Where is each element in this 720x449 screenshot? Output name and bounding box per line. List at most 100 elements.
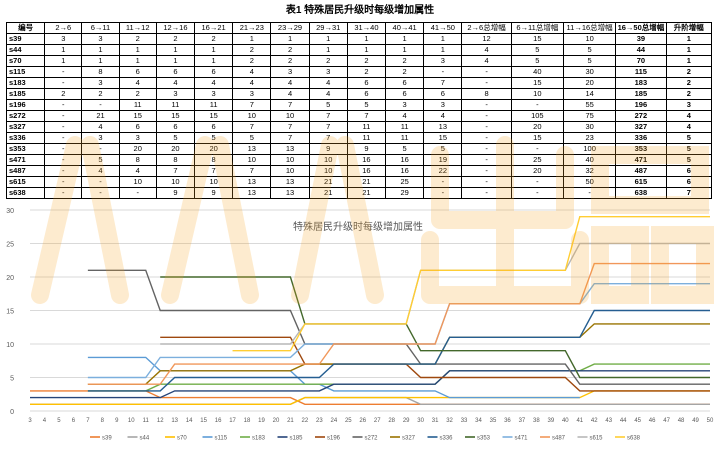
table-cell: 6 bbox=[665, 165, 713, 177]
table-cell: 4 bbox=[308, 88, 348, 100]
x-tick-label: 4 bbox=[43, 418, 47, 424]
table-row: s39 3 3 2 2 2 1 1 1 1 1 1 12 15 10 39 1 bbox=[5, 33, 713, 45]
table-cell: 5 bbox=[562, 55, 617, 67]
column-header: 2→6 bbox=[44, 22, 83, 34]
table-cell: 1 bbox=[665, 55, 713, 67]
column-header: 升阶增幅 bbox=[665, 22, 713, 34]
legend-label: s638 bbox=[627, 436, 641, 442]
table-cell: 1 bbox=[194, 55, 234, 67]
column-header: 16→21 bbox=[194, 22, 234, 34]
legend-label: s44 bbox=[140, 436, 150, 442]
table-cell: 1 bbox=[81, 44, 120, 56]
column-header: 6→11总增幅 bbox=[510, 22, 564, 34]
table-cell: 1 bbox=[155, 44, 196, 56]
x-tick-label: 24 bbox=[330, 418, 337, 424]
x-tick-label: 48 bbox=[678, 418, 685, 424]
table-cell: 10 bbox=[232, 154, 272, 166]
table-cell: 4 bbox=[194, 77, 234, 89]
table-cell: 25 bbox=[385, 176, 425, 188]
legend-label: s196 bbox=[327, 436, 341, 442]
table-cell: 1 bbox=[118, 44, 157, 56]
table-cell: - bbox=[44, 143, 83, 155]
column-header: 40→41 bbox=[385, 22, 425, 34]
table-cell: 4 bbox=[270, 88, 310, 100]
x-tick-label: 38 bbox=[533, 418, 540, 424]
table-cell: 13 bbox=[270, 143, 310, 155]
y-tick-label: 25 bbox=[6, 242, 14, 249]
table-cell: 6 bbox=[346, 77, 387, 89]
table-cell: - bbox=[44, 99, 83, 111]
table-cell: 1 bbox=[308, 44, 348, 56]
table-cell: 13 bbox=[232, 176, 272, 188]
table-cell: - bbox=[461, 66, 512, 78]
table-cell: - bbox=[510, 187, 564, 199]
table-cell: 5 bbox=[510, 44, 564, 56]
x-tick-label: 6 bbox=[72, 418, 76, 424]
x-tick-label: 47 bbox=[663, 418, 670, 424]
x-tick-label: 8 bbox=[101, 418, 105, 424]
table-cell: 3 bbox=[81, 33, 120, 45]
table-cell: - bbox=[81, 187, 120, 199]
table-cell: - bbox=[562, 187, 617, 199]
column-header: 29→31 bbox=[308, 22, 348, 34]
row-label: s272 bbox=[5, 110, 46, 122]
table-cell: 2 bbox=[44, 88, 83, 100]
series-line-s44 bbox=[30, 396, 710, 405]
table-cell: 8 bbox=[194, 154, 234, 166]
y-tick-label: 0 bbox=[10, 409, 14, 416]
table-cell: 2 bbox=[665, 88, 713, 100]
series-line-s327 bbox=[87, 323, 710, 385]
x-tick-label: 44 bbox=[620, 418, 627, 424]
table-cell: 105 bbox=[510, 110, 564, 122]
table-cell: 7 bbox=[232, 99, 272, 111]
table-cell: - bbox=[423, 176, 463, 188]
table-cell: 7 bbox=[155, 165, 196, 177]
table-cell: 3 bbox=[385, 99, 425, 111]
column-header: 23→29 bbox=[270, 22, 310, 34]
x-tick-label: 16 bbox=[215, 418, 222, 424]
table-cell: 5 bbox=[232, 132, 272, 144]
legend-label: s185 bbox=[290, 436, 304, 442]
table-cell: 3 bbox=[423, 99, 463, 111]
legend-label: s615 bbox=[590, 436, 604, 442]
table-cell: 272 bbox=[615, 110, 667, 122]
table-cell: 7 bbox=[423, 77, 463, 89]
table-cell: 7 bbox=[346, 110, 387, 122]
table-cell: 23 bbox=[562, 132, 617, 144]
table-row: s471-5 8 8 8 10 10 10 16 16 19-25 40 471 5 bbox=[5, 154, 713, 166]
table-cell: - bbox=[44, 77, 83, 89]
table-cell: 16 bbox=[346, 165, 387, 177]
table-cell: 638 bbox=[615, 187, 667, 199]
column-header: 11→16总增幅 bbox=[562, 22, 617, 34]
table-cell: 2 bbox=[385, 66, 425, 78]
table-cell: 185 bbox=[615, 88, 667, 100]
column-header: 11→12 bbox=[118, 22, 157, 34]
legend-label: s353 bbox=[477, 436, 491, 442]
table-row: s196- -11 11 11 7 7 5 5 3 3- -55 196 3 bbox=[5, 99, 713, 111]
table-cell: 4 bbox=[81, 121, 120, 133]
x-tick-label: 43 bbox=[605, 418, 612, 424]
legend-label: s183 bbox=[252, 436, 266, 442]
y-tick-label: 20 bbox=[6, 275, 14, 282]
table-cell: 3 bbox=[44, 33, 83, 45]
legend-label: s39 bbox=[102, 436, 112, 442]
x-tick-label: 9 bbox=[115, 418, 119, 424]
legend-label: s471 bbox=[515, 436, 529, 442]
table-cell: 4 bbox=[118, 77, 157, 89]
table-cell: 11 bbox=[385, 132, 425, 144]
x-tick-label: 18 bbox=[244, 418, 251, 424]
table-cell: 8 bbox=[155, 154, 196, 166]
table-cell: 10 bbox=[194, 176, 234, 188]
attribute-table: 编号 2→6 6→11 11→12 12→16 16→21 21→23 23→29 29→31 3… bbox=[5, 22, 713, 199]
table-cell: 5 bbox=[562, 44, 617, 56]
x-tick-label: 41 bbox=[576, 418, 583, 424]
table-cell: 2 bbox=[81, 88, 120, 100]
table-cell: 13 bbox=[270, 176, 310, 188]
table-cell: 3 bbox=[118, 132, 157, 144]
series-line-s615 bbox=[160, 242, 710, 345]
table-cell: 10 bbox=[232, 110, 272, 122]
table-cell: - bbox=[44, 110, 83, 122]
x-tick-label: 39 bbox=[548, 418, 555, 424]
x-tick-label: 12 bbox=[157, 418, 164, 424]
table-cell: 10 bbox=[510, 88, 564, 100]
